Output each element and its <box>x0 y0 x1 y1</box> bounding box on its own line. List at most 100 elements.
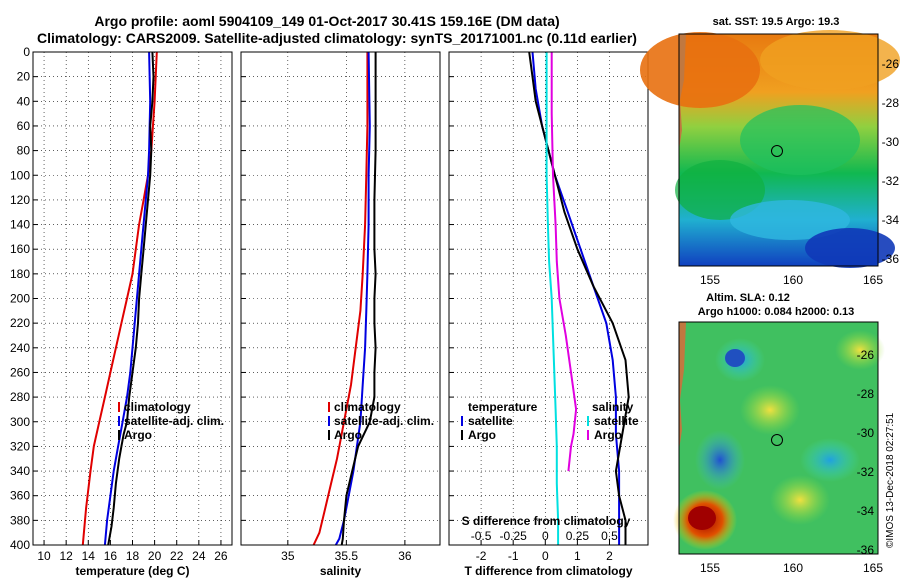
s-tick-label: -0.5 <box>471 529 492 543</box>
sla-ytick: -30 <box>857 426 875 440</box>
plot-area <box>33 52 232 545</box>
sla-high <box>770 475 830 525</box>
sla-high <box>688 506 716 530</box>
sst-ytick: -32 <box>882 174 900 188</box>
sla-xtick: 160 <box>783 561 803 575</box>
y-tick-label: 300 <box>10 415 30 429</box>
y-tick-label: 100 <box>10 168 30 182</box>
sst-ytick: -28 <box>882 96 900 110</box>
y-tick-label: 360 <box>10 489 30 503</box>
legend-climatology: climatology <box>124 400 191 414</box>
series-line-argo <box>340 52 377 546</box>
s-tick-label: -0.25 <box>500 529 528 543</box>
difference-legend: temperature satellite Argo salinity sate… <box>461 400 639 442</box>
x-tick-label: 22 <box>170 549 184 563</box>
s-tick-label: 0 <box>542 529 549 543</box>
s-tick-label: 0.5 <box>601 529 618 543</box>
sst-map <box>640 30 900 268</box>
y-tick-label: 40 <box>17 94 31 108</box>
argo-position-marker <box>771 434 783 446</box>
sla-ytick: -26 <box>857 348 875 362</box>
y-tick-label: 200 <box>10 292 30 306</box>
salinity-panel: 35 35.5 36 salinity <box>240 51 441 578</box>
sla-map <box>673 321 885 555</box>
x-tick-label: 26 <box>214 549 228 563</box>
series-line-s-satellite-clim <box>545 52 560 545</box>
sla-xtick: 155 <box>700 561 720 575</box>
series-line-satellite-adj-clim- <box>103 51 152 546</box>
y-tick-label: 280 <box>10 390 30 404</box>
y-tick-label: 20 <box>17 70 31 84</box>
sst-green-patch <box>675 160 765 220</box>
salinity-legend: climatology satellite-adj. clim. Argo <box>328 400 434 442</box>
legend-argo: Argo <box>334 428 362 442</box>
x-tick-label: -1 <box>508 549 519 563</box>
legend-s-satellite: satellite <box>594 414 639 428</box>
x-tick-label: 24 <box>192 549 206 563</box>
sla-ytick: -32 <box>857 465 875 479</box>
plot-frame <box>32 51 233 546</box>
sla-map-title: Altim. SLA: 0.12 <box>706 292 790 304</box>
series-line-argo <box>107 51 155 546</box>
sst-coastline <box>679 34 686 150</box>
legend-climatology: climatology <box>334 400 401 414</box>
temperature-panel: 10 12 14 16 18 20 22 24 260204060801001201401601… <box>10 45 233 578</box>
x-axis-label: temperature (deg C) <box>75 564 189 578</box>
legend-s-argo: Argo <box>594 428 622 442</box>
x-tick-label: 1 <box>574 549 581 563</box>
sla-map-subtitle: Argo h1000: 0.084 h2000: 0.13 <box>698 306 855 318</box>
temperature-legend: climatology satellite-adj. clim. Argo <box>118 400 224 442</box>
x-tick-label: -2 <box>476 549 487 563</box>
s-difference-label: S difference from climatology <box>462 514 631 528</box>
y-tick-label: 260 <box>10 365 30 379</box>
y-tick-label: 0 <box>23 45 30 59</box>
s-tick-label: 0.25 <box>566 529 590 543</box>
y-tick-label: 80 <box>17 144 31 158</box>
x-tick-label: 35 <box>281 549 295 563</box>
legend-t-argo: Argo <box>468 428 496 442</box>
y-tick-label: 240 <box>10 341 30 355</box>
sla-low <box>725 349 745 367</box>
sst-xtick: 155 <box>700 273 720 287</box>
imos-credit: ©IMOS 13-Dec-2018 02:27:51 <box>885 412 896 548</box>
series-line-t-argo-clim <box>528 51 630 545</box>
legend-temperature: temperature <box>468 400 538 414</box>
sla-high <box>740 385 800 435</box>
sla-map-axes: 155 160 165 -26 -28 -30 -32 -34 -36 <box>700 348 883 575</box>
sst-map-axes: 155 160 165 -26 -28 -30 -32 -34 -36 <box>700 57 899 287</box>
sst-ytick: -26 <box>882 57 900 71</box>
series-line-climatology <box>312 52 369 546</box>
sst-xtick: 165 <box>863 273 883 287</box>
sst-green-patch <box>740 105 860 175</box>
sst-ytick: -36 <box>882 252 900 266</box>
legend-t-satellite: satellite <box>468 414 513 428</box>
x-tick-label: 36 <box>398 549 412 563</box>
x-tick-label: 0 <box>542 549 549 563</box>
sst-map-title: sat. SST: 19.5 Argo: 19.3 <box>713 16 840 28</box>
sst-warm-patch <box>640 32 760 108</box>
sst-ytick: -30 <box>882 135 900 149</box>
y-tick-label: 60 <box>17 119 31 133</box>
legend-satellite: satellite-adj. clim. <box>124 414 224 428</box>
sst-cool-patch <box>730 200 850 240</box>
legend-salinity: salinity <box>592 400 634 414</box>
x-tick-label: 18 <box>126 549 140 563</box>
sla-low <box>695 430 745 490</box>
plot-frame <box>448 51 649 546</box>
sst-ytick: -34 <box>882 213 900 227</box>
x-tick-label: 20 <box>148 549 162 563</box>
x-axis-label: T difference from climatology <box>464 564 632 578</box>
sst-map-frame <box>678 33 879 267</box>
x-axis-label: salinity <box>320 564 362 578</box>
y-tick-label: 400 <box>10 538 30 552</box>
sla-map-frame <box>678 321 879 555</box>
y-tick-label: 160 <box>10 242 30 256</box>
y-tick-label: 120 <box>10 193 30 207</box>
sst-warm-patch <box>760 30 900 90</box>
y-tick-label: 320 <box>10 439 30 453</box>
y-tick-label: 380 <box>10 513 30 527</box>
y-tick-label: 180 <box>10 267 30 281</box>
plot-area <box>449 52 648 545</box>
title-line2: Climatology: CARS2009. Satellite-adjuste… <box>37 30 637 46</box>
